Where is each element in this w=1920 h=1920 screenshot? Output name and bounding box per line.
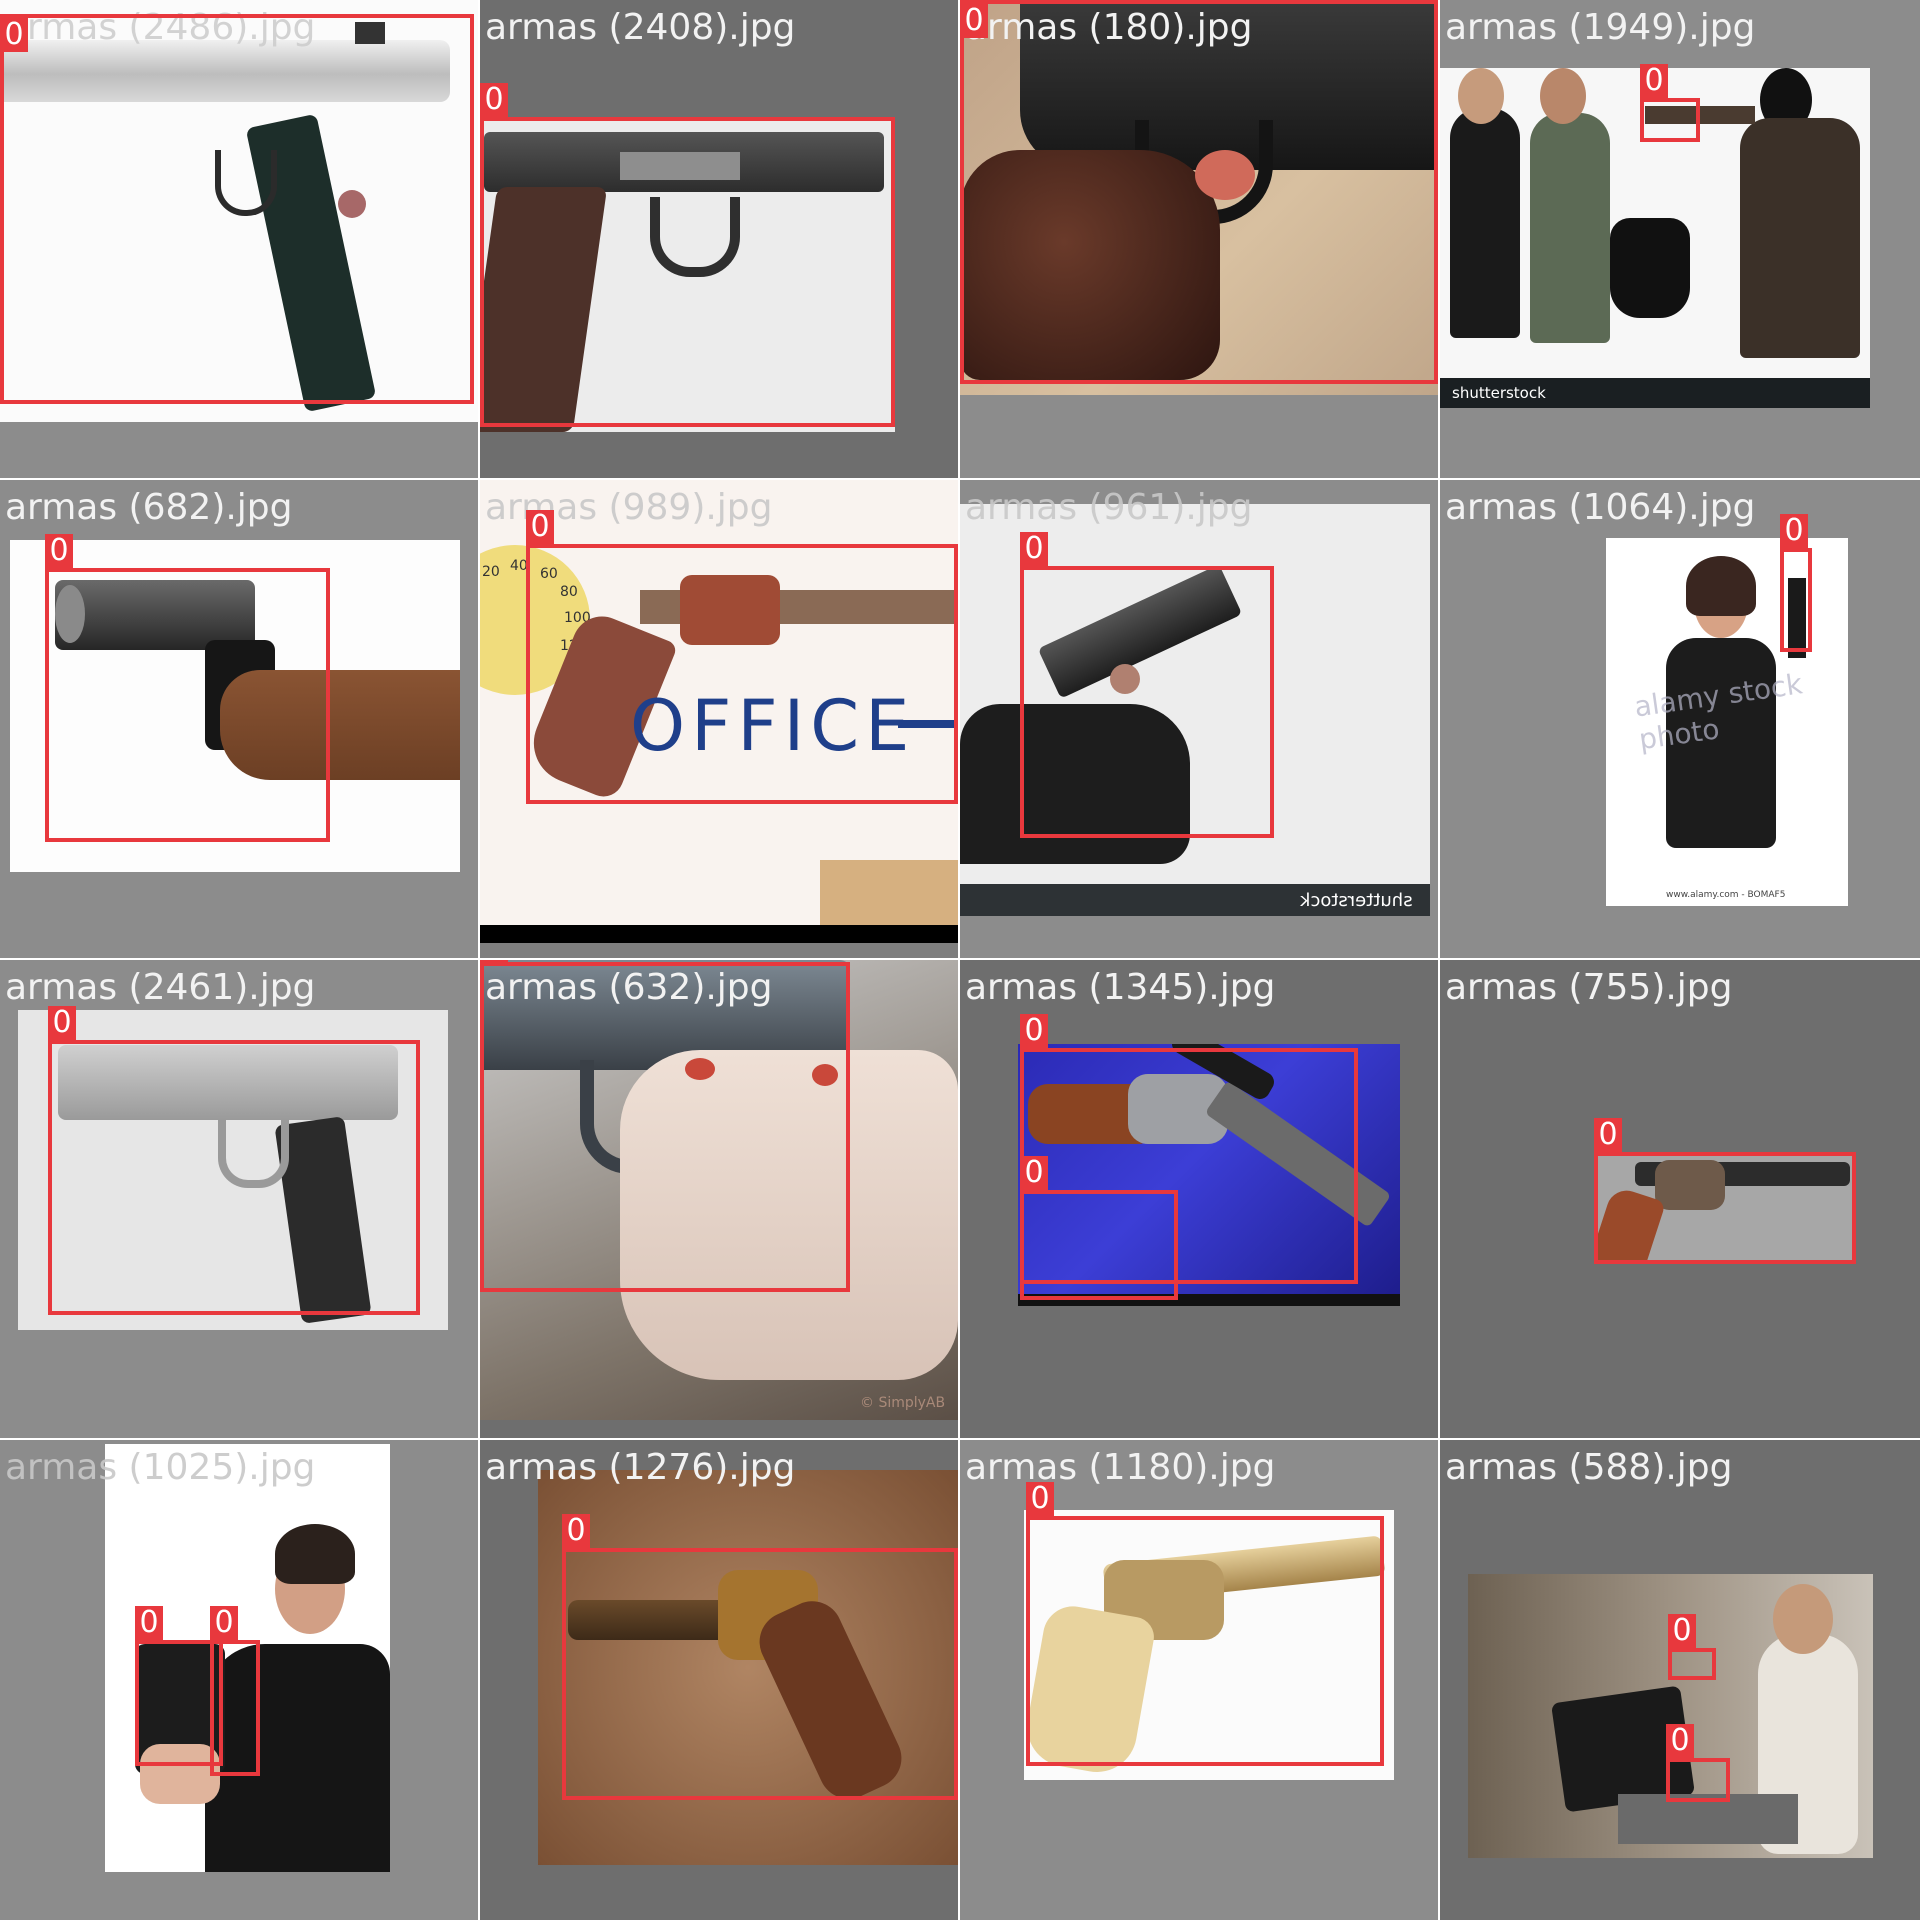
class-label-tag: 0 <box>45 534 73 568</box>
tile: armas (2461).jpg 0 <box>0 960 478 1438</box>
class-label-tag: 0 <box>960 4 988 38</box>
image-filename-label: armas (682).jpg <box>5 487 293 528</box>
image-filename-label: armas (2408).jpg <box>485 7 796 48</box>
image-filename-label: armas (1025).jpg <box>5 1447 316 1488</box>
class-label-tag: 0 <box>1020 532 1048 566</box>
image-filename-label: armas (1276).jpg <box>485 1447 796 1488</box>
detection-box: 0 <box>960 0 1438 384</box>
image-filename-label: armas (961).jpg <box>965 487 1253 528</box>
tile: armas (588).jpg 0 0 <box>1440 1440 1920 1920</box>
class-label-tag: 0 <box>1666 1724 1694 1758</box>
detection-box: 0 <box>562 1514 958 1800</box>
detection-box: 0 <box>1780 514 1812 652</box>
tile: armas (180).jpg 0 <box>960 0 1438 478</box>
detection-box: 0 <box>1594 1118 1856 1264</box>
image-filename-label: armas (1180).jpg <box>965 1447 1276 1488</box>
class-label-tag: 0 <box>480 83 508 117</box>
image-filename-label: armas (755).jpg <box>1445 967 1733 1008</box>
class-label-tag: 0 <box>1026 1482 1054 1516</box>
image-filename-label: armas (1064).jpg <box>1445 487 1756 528</box>
class-label-tag: 0 <box>1020 1156 1048 1190</box>
tile-image <box>0 0 478 422</box>
sign-text: OFFICE <box>630 685 916 767</box>
class-label-tag: 0 <box>135 1606 163 1640</box>
tile-image <box>960 0 1438 395</box>
detection-box: 0 <box>48 1006 420 1315</box>
detection-box: 0 <box>1020 532 1274 838</box>
class-label-tag: 0 <box>48 1006 76 1040</box>
credit-text: www.alamy.com - BOMAF5 <box>1666 890 1786 900</box>
class-label-tag: 0 <box>1668 1614 1696 1648</box>
tile-image <box>1595 1152 1855 1264</box>
detection-box: 0 <box>1026 1482 1384 1766</box>
watermark-text: shutterstock <box>1300 890 1413 911</box>
tile-image: © SimplyAB <box>480 960 958 1420</box>
tile-image <box>1024 1510 1394 1780</box>
tile: shutterstock armas (1949).jpg 0 <box>1440 0 1920 478</box>
tile-image: alamy stock photo www.alamy.com - BOMAF5 <box>1606 538 1848 906</box>
class-label-tag: 0 <box>1020 1014 1048 1048</box>
detection-box: 0 <box>210 1606 260 1776</box>
detection-box: 0 <box>1640 64 1700 142</box>
tile-image: shutterstock <box>960 504 1430 916</box>
tile: armas (1276).jpg 0 <box>480 1440 958 1920</box>
image-filename-label: armas (2461).jpg <box>5 967 316 1008</box>
gauge-tick-label: 40 <box>510 558 528 574</box>
class-label-tag: 0 <box>0 18 28 52</box>
class-label-tag: 0 <box>526 510 554 544</box>
tile: armas (1180).jpg 0 <box>960 1440 1438 1920</box>
tile: armas (1345).jpg 0 0 <box>960 960 1438 1438</box>
image-filename-label: armas (632).jpg <box>485 967 773 1008</box>
tile-image: 20 40 60 80 100 120 OFFICE <box>480 480 958 925</box>
class-label-tag: 0 <box>210 1606 238 1640</box>
tile: 20 40 60 80 100 120 OFFICE armas (989).j… <box>480 480 958 958</box>
tile: alamy stock photo www.alamy.com - BOMAF5… <box>1440 480 1920 958</box>
detection-box: 0 <box>135 1606 223 1766</box>
class-label-tag: 0 <box>1594 1118 1622 1152</box>
detection-box: 0 <box>45 534 330 842</box>
gauge-tick-label: 60 <box>540 566 558 582</box>
detection-box: 0 <box>526 510 958 804</box>
image-filename-label: armas (180).jpg <box>965 7 1253 48</box>
tile: armas (2486).jpg 0 <box>0 0 478 478</box>
detection-box: 0 <box>480 83 895 427</box>
tile-image <box>18 1010 448 1330</box>
class-label-tag: 0 <box>1640 64 1668 98</box>
detection-box: 0 <box>480 960 850 1292</box>
watermark-text: alamy stock photo <box>1632 667 1805 757</box>
watermark-text: © SimplyAB <box>860 1395 946 1411</box>
gauge-tick-label: 80 <box>560 584 578 600</box>
tile: armas (1025).jpg 0 0 <box>0 1440 478 1920</box>
class-label-tag: 0 <box>480 960 508 962</box>
detection-box: 0 <box>1020 1156 1178 1300</box>
watermark-text: shutterstock <box>1452 384 1546 402</box>
class-label-tag: 0 <box>1780 514 1808 548</box>
tile: © SimplyAB armas (632).jpg 0 <box>480 960 958 1438</box>
class-label-tag: 0 <box>562 1514 590 1548</box>
tile-image: shutterstock <box>1440 68 1870 408</box>
gauge-tick-label: 20 <box>482 564 500 580</box>
tile: armas (2408).jpg 0 <box>480 0 958 478</box>
tile: armas (755).jpg 0 <box>1440 960 1920 1438</box>
image-filename-label: armas (1345).jpg <box>965 967 1276 1008</box>
tile-image <box>10 540 460 872</box>
tile: armas (682).jpg 0 <box>0 480 478 958</box>
detection-box: 0 <box>0 14 474 404</box>
image-filename-label: armas (588).jpg <box>1445 1447 1733 1488</box>
tile-image <box>480 117 895 432</box>
image-filename-label: armas (1949).jpg <box>1445 7 1756 48</box>
detection-box: 0 <box>1668 1614 1716 1680</box>
detection-box: 0 <box>1666 1724 1730 1802</box>
tile: shutterstock armas (961).jpg 0 <box>960 480 1438 958</box>
